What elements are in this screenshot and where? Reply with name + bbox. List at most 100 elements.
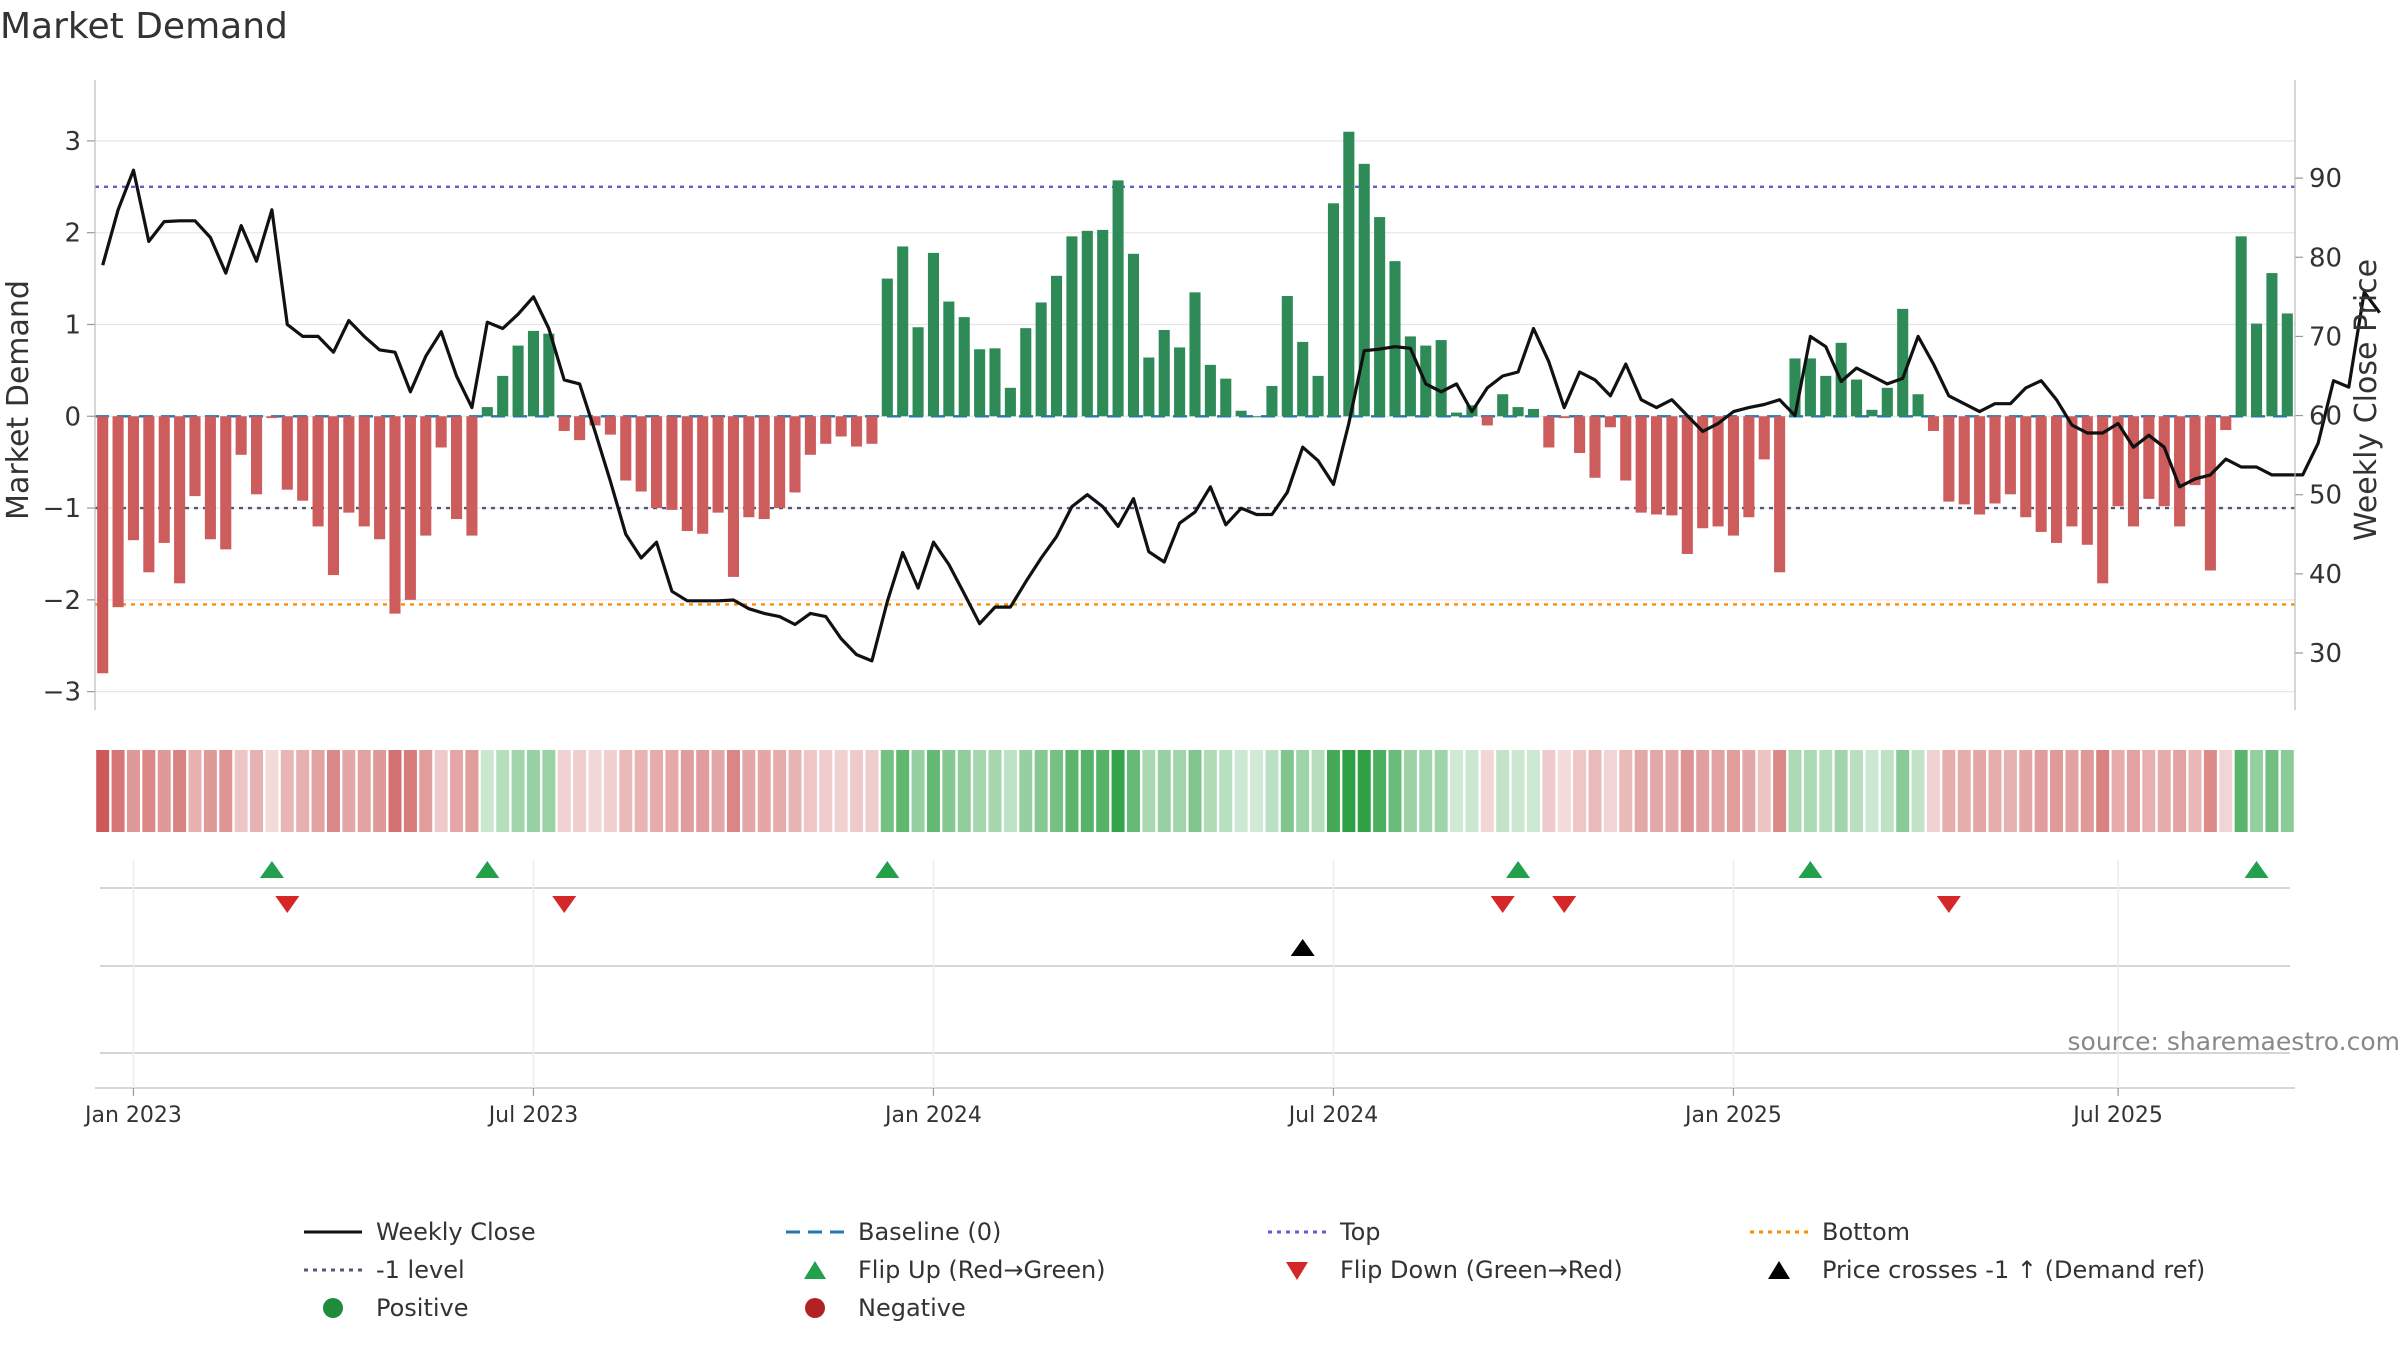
- heat-cell: [588, 750, 602, 832]
- demand-bar: [1220, 378, 1232, 417]
- demand-bar: [127, 416, 139, 541]
- demand-bar: [1804, 358, 1816, 417]
- demand-bar: [1497, 394, 1509, 417]
- heat-cell: [726, 750, 740, 832]
- demand-bar: [558, 416, 570, 431]
- heat-cell: [619, 750, 633, 832]
- demand-bar: [2004, 416, 2016, 495]
- heat-cell: [1726, 750, 1740, 832]
- demand-bar: [451, 416, 463, 520]
- heat-cell: [1080, 750, 1094, 832]
- heat-cell: [1265, 750, 1279, 832]
- heat-cell: [911, 750, 925, 832]
- y-tick-label: 1: [64, 310, 81, 340]
- heat-cell: [157, 750, 171, 832]
- demand-bar: [1774, 416, 1786, 573]
- demand-bar: [1251, 416, 1263, 418]
- demand-bar: [1189, 292, 1201, 417]
- heat-cell: [665, 750, 679, 832]
- heat-cell: [1403, 750, 1417, 832]
- demand-bar: [835, 416, 847, 437]
- legend-label: Flip Up (Red→Green): [858, 1256, 1106, 1284]
- heat-cell: [942, 750, 956, 832]
- heat-cell: [819, 750, 833, 832]
- demand-bar: [1666, 416, 1678, 516]
- heat-cell: [896, 750, 910, 832]
- demand-bar: [1174, 347, 1186, 417]
- heat-cell: [696, 750, 710, 832]
- heat-cell: [357, 750, 371, 832]
- price-line-layer: [101, 168, 2381, 663]
- demand-bar: [574, 416, 586, 441]
- demand-bar: [2281, 313, 2293, 417]
- heat-cell: [834, 750, 848, 832]
- y-tick-label: 3: [64, 127, 81, 157]
- heat-cell: [742, 750, 756, 832]
- heat-cell: [973, 750, 987, 832]
- demand-bar: [1297, 341, 1309, 417]
- heat-cell: [2265, 750, 2279, 832]
- demand-bar: [1266, 385, 1278, 417]
- heat-cell: [1588, 750, 1602, 832]
- heat-cell: [2219, 750, 2233, 832]
- triangle-up-black-icon: [1746, 1255, 1812, 1285]
- demand-bar: [635, 416, 647, 492]
- demand-bar: [974, 349, 986, 417]
- demand-bar: [727, 416, 739, 577]
- heat-cell: [2280, 750, 2294, 832]
- heat-cell: [880, 750, 894, 832]
- demand-bar: [1851, 379, 1863, 417]
- demand-bar: [220, 416, 232, 550]
- demand-bar: [1281, 296, 1293, 417]
- demand-bar: [1820, 375, 1832, 417]
- heat-cell: [280, 750, 294, 832]
- heat-cell: [757, 750, 771, 832]
- demand-bar: [2266, 273, 2278, 417]
- demand-bar: [1943, 416, 1955, 502]
- demand-bar: [1112, 180, 1124, 417]
- heat-cell: [2188, 750, 2202, 832]
- heat-cell: [1819, 750, 1833, 832]
- demand-bar: [2158, 416, 2170, 507]
- legend-item-positive: Positive: [300, 1291, 469, 1325]
- heat-cell: [1188, 750, 1202, 832]
- heat-cell: [1880, 750, 1894, 832]
- x-tick-label: Jan 2024: [883, 1103, 982, 1128]
- heat-cell: [773, 750, 787, 832]
- heat-cell: [480, 750, 494, 832]
- demand-bar: [1158, 329, 1170, 417]
- axes: 3 2 1 0 −1 −2 −3 90 80 70 60 50 40 30: [43, 80, 2342, 710]
- demand-bar: [2112, 416, 2124, 507]
- demand-bar: [651, 416, 663, 509]
- demand-bar: [1958, 416, 1970, 505]
- legend-label: Negative: [858, 1294, 966, 1322]
- flip-down-marker: [1552, 896, 1577, 913]
- heat-cell: [788, 750, 802, 832]
- heat-cell: [326, 750, 340, 832]
- minus1-swatch-icon: [300, 1255, 366, 1285]
- heat-cell: [1696, 750, 1710, 832]
- heat-cell: [957, 750, 971, 832]
- y2-tick-label: 80: [2309, 243, 2342, 273]
- legend-item-price-cross: Price crosses -1 ↑ (Demand ref): [1746, 1253, 2205, 1287]
- heat-cell: [434, 750, 448, 832]
- heat-cell: [2050, 750, 2064, 832]
- heat-cell: [634, 750, 648, 832]
- flip-up-marker: [2244, 861, 2269, 878]
- heat-cell: [1126, 750, 1140, 832]
- demand-bar: [758, 416, 770, 520]
- demand-bar: [235, 416, 247, 455]
- demand-bar: [1927, 416, 1939, 431]
- x-tick-label: Jul 2023: [487, 1103, 579, 1128]
- heat-cell: [2250, 750, 2264, 832]
- demand-bar: [1974, 416, 1986, 515]
- circle-red-icon: [782, 1293, 848, 1323]
- demand-bar: [1681, 416, 1693, 554]
- demand-bar: [2220, 416, 2232, 431]
- demand-bar: [1635, 416, 1647, 513]
- heat-cell: [2080, 750, 2094, 832]
- heat-cell: [1942, 750, 1956, 832]
- heat-cell: [419, 750, 433, 832]
- demand-bar: [1404, 336, 1416, 417]
- legend-label: Top: [1340, 1218, 1381, 1246]
